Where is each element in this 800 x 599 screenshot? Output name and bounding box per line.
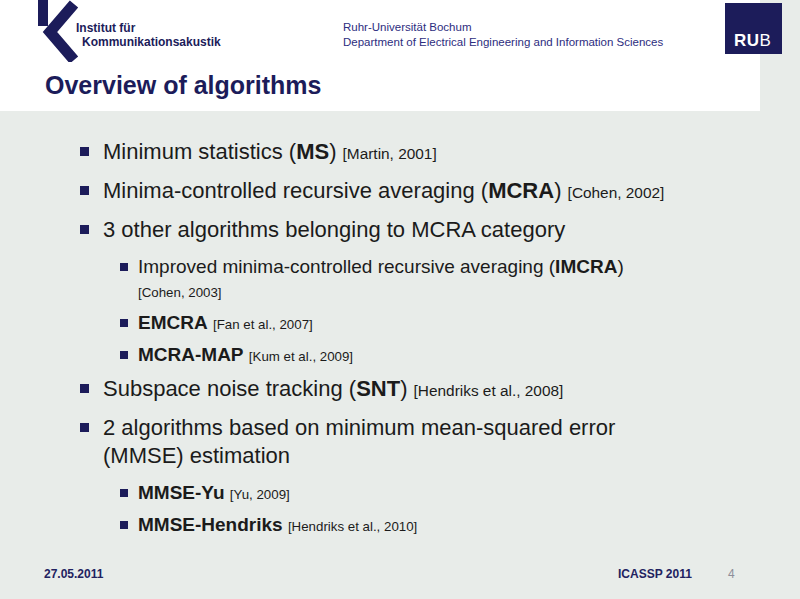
bullet-text: EMCRA [Fan et al., 2007]: [138, 311, 313, 335]
bullet-square-icon: [120, 351, 128, 359]
footer: 27.05.2011 ICASSP 2011 4: [0, 561, 800, 599]
bullet-item: MCRA-MAP [Kum et al., 2009]: [120, 343, 764, 367]
slide-title: Overview of algorithms: [45, 70, 321, 100]
bullet-square-icon: [80, 423, 89, 432]
bullet-list: Minimum statistics (MS) [Martin, 2001] Mi…: [80, 138, 764, 545]
rub-logo: RUB: [725, 3, 782, 54]
rub-logo-b: B: [760, 31, 771, 50]
bullet-item: EMCRA [Fan et al., 2007]: [120, 311, 764, 335]
footer-date: 27.05.2011: [44, 567, 103, 581]
institute-line1: Institut für: [76, 21, 221, 35]
bullet-item: Minimum statistics (MS) [Martin, 2001]: [80, 138, 764, 166]
bullet-square-icon: [120, 489, 128, 497]
bullet-text: Improved minima-controlled recursive ave…: [138, 255, 624, 303]
bullet-square-icon: [120, 521, 128, 529]
bullet-text: Subspace noise tracking (SNT) [Hendriks …: [103, 375, 563, 403]
department-name: Department of Electrical Engineering and…: [343, 35, 663, 50]
bullet-text: MCRA-MAP [Kum et al., 2009]: [138, 343, 353, 367]
footer-conference: ICASSP 2011: [618, 567, 692, 581]
bullet-item: Subspace noise tracking (SNT) [Hendriks …: [80, 375, 764, 403]
bullet-text: Minima-controlled recursive averaging (M…: [103, 177, 664, 205]
institute-name: Institut für Kommunikationsakustik: [76, 21, 221, 49]
bullet-square-icon: [120, 263, 128, 271]
bullet-text: 2 algorithms based on minimum mean-squar…: [103, 414, 615, 470]
bullet-item: 2 algorithms based on minimum mean-squar…: [80, 414, 764, 470]
slide: Institut für Kommunikationsakustik Ruhr-…: [0, 0, 800, 599]
bullet-item: Improved minima-controlled recursive ave…: [120, 255, 764, 303]
rub-logo-ru: RU: [734, 31, 760, 50]
bullet-square-icon: [80, 147, 89, 156]
bullet-text: Minimum statistics (MS) [Martin, 2001]: [103, 138, 437, 166]
bullet-square-icon: [80, 225, 89, 234]
university-name: Ruhr-Universität Bochum: [343, 20, 663, 35]
bullet-item: Minima-controlled recursive averaging (M…: [80, 177, 764, 205]
bullet-item: MMSE-Hendriks [Hendriks et al., 2010]: [120, 513, 764, 537]
bullet-square-icon: [80, 186, 89, 195]
institute-line2: Kommunikationsakustik: [76, 35, 221, 49]
bullet-square-icon: [80, 384, 89, 393]
bullet-item: 3 other algorithms belonging to MCRA cat…: [80, 216, 764, 244]
bullet-item: MMSE-Yu [Yu, 2009]: [120, 481, 764, 505]
bullet-square-icon: [120, 319, 128, 327]
bullet-text: 3 other algorithms belonging to MCRA cat…: [103, 216, 565, 244]
bullet-text: MMSE-Yu [Yu, 2009]: [138, 481, 290, 505]
bullet-text: MMSE-Hendriks [Hendriks et al., 2010]: [138, 513, 417, 537]
page-number: 4: [728, 567, 735, 581]
university-block: Ruhr-Universität Bochum Department of El…: [343, 20, 663, 49]
